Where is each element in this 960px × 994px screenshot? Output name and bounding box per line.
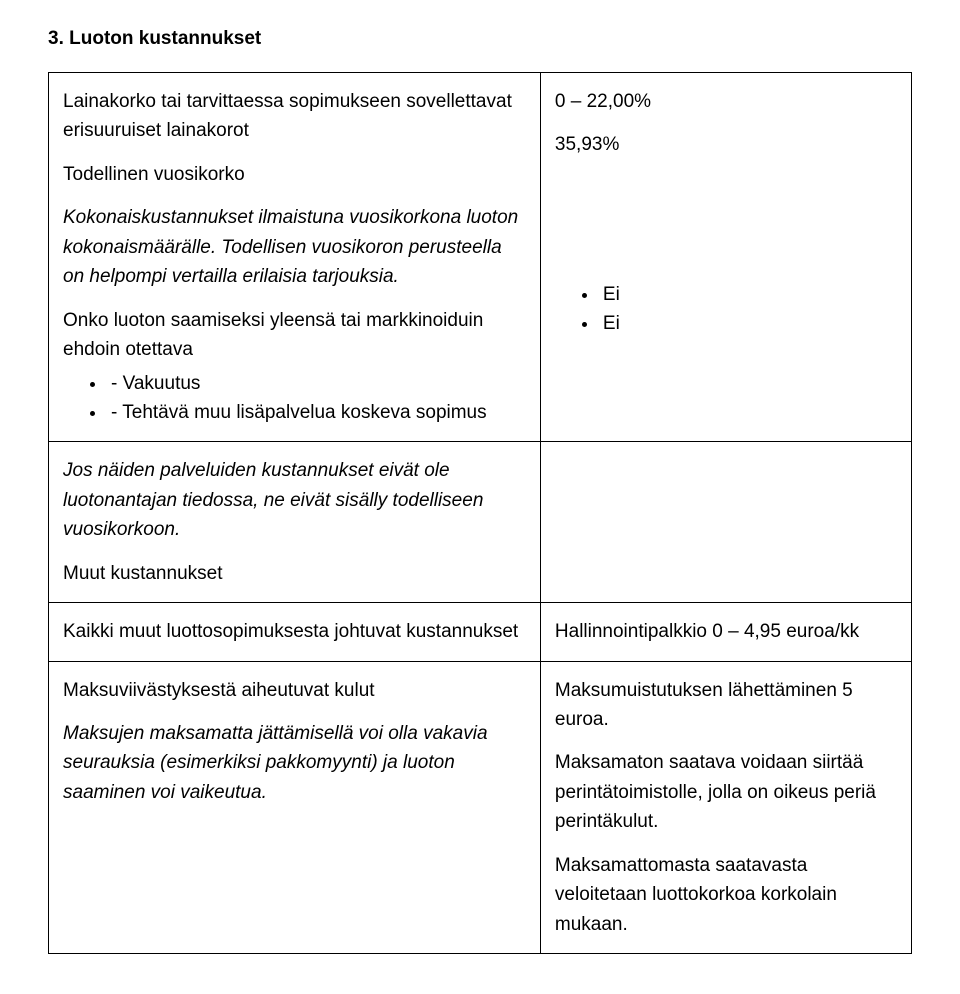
text-condition-question: Onko luoton saamiseksi yleensä tai markk… <box>63 306 526 365</box>
text-apr-label: Todellinen vuosikorko <box>63 160 526 189</box>
value-admin-fee: Hallinnointipalkkio 0 – 4,95 euroa/kk <box>555 617 897 646</box>
value-interest-range: 0 – 22,00% <box>555 87 897 116</box>
text-apr-explain: Kokonaiskustannukset ilmaistuna vuosikor… <box>63 203 526 291</box>
text-late-payment-warning: Maksujen maksamatta jättämisellä voi oll… <box>63 719 526 807</box>
text-disclaimer: Jos näiden palveluiden kustannukset eivä… <box>63 456 526 544</box>
cell-left-4: Maksuviivästyksestä aiheutuvat kulut Mak… <box>49 661 541 954</box>
cell-right-2 <box>540 442 911 603</box>
cell-left-2: Jos näiden palveluiden kustannukset eivä… <box>49 442 541 603</box>
text-all-other-costs: Kaikki muut luottosopimuksesta johtuvat … <box>63 617 526 646</box>
cell-right-3: Hallinnointipalkkio 0 – 4,95 euroa/kk <box>540 603 911 661</box>
list-item: - Tehtävä muu lisäpalvelua koskeva sopim… <box>107 398 526 427</box>
text-collection-transfer: Maksamaton saatava voidaan siirtää perin… <box>555 748 897 836</box>
table-row: Maksuviivästyksestä aiheutuvat kulut Mak… <box>49 661 912 954</box>
text-reminder-fee: Maksumuistutuksen lähettäminen 5 euroa. <box>555 676 897 735</box>
section-heading: 3. Luoton kustannukset <box>48 28 912 50</box>
list-item: - Vakuutus <box>107 369 526 398</box>
cell-right-4: Maksumuistutuksen lähettäminen 5 euroa. … <box>540 661 911 954</box>
table-row: Lainakorko tai tarvittaessa sopimukseen … <box>49 73 912 442</box>
table-row: Jos näiden palveluiden kustannukset eivä… <box>49 442 912 603</box>
list-item: Ei <box>599 280 897 309</box>
text-late-payment-heading: Maksuviivästyksestä aiheutuvat kulut <box>63 676 526 705</box>
text-interest-rate-desc: Lainakorko tai tarvittaessa sopimukseen … <box>63 87 526 146</box>
cell-left-3: Kaikki muut luottosopimuksesta johtuvat … <box>49 603 541 661</box>
cell-right-1: 0 – 22,00% 35,93% Ei Ei <box>540 73 911 442</box>
conditions-list: - Vakuutus - Tehtävä muu lisäpalvelua ko… <box>63 369 526 428</box>
page: 3. Luoton kustannukset Lainakorko tai ta… <box>0 0 960 994</box>
value-apr: 35,93% <box>555 130 897 159</box>
cell-left-1: Lainakorko tai tarvittaessa sopimukseen … <box>49 73 541 442</box>
text-other-costs-label: Muut kustannukset <box>63 559 526 588</box>
text-interest-law: Maksamattomasta saatavasta veloitetaan l… <box>555 851 897 939</box>
answers-list: Ei Ei <box>555 280 897 339</box>
list-item: Ei <box>599 309 897 338</box>
table-row: Kaikki muut luottosopimuksesta johtuvat … <box>49 603 912 661</box>
